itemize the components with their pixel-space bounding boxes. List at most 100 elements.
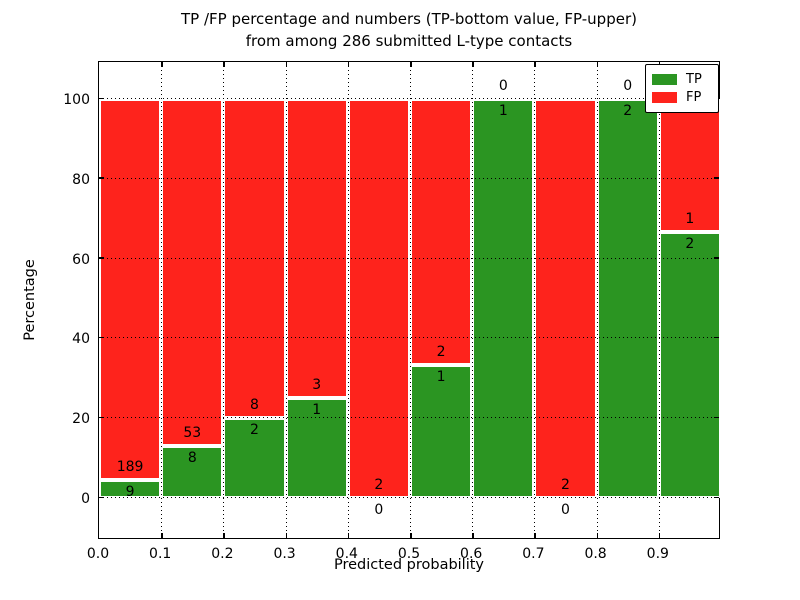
fp-bar-segment xyxy=(534,99,597,498)
x-tick-label: 0.0 xyxy=(86,546,110,562)
y-tick-label: 80 xyxy=(72,171,90,188)
chart-title: TP /FP percentage and numbers (TP-bottom… xyxy=(98,8,720,52)
v-gridline xyxy=(596,62,598,538)
v-gridline xyxy=(161,62,163,538)
fp-count-label: 3 xyxy=(312,377,322,394)
x-tick-label: 0.2 xyxy=(211,546,234,562)
y-tick-label: 100 xyxy=(63,92,90,108)
x-tick-label: 0.3 xyxy=(273,546,296,562)
tp-count-label: 9 xyxy=(125,483,135,500)
tp-legend-label: TP xyxy=(686,72,702,87)
fp-bar-segment xyxy=(99,99,162,480)
tp-count-label: 2 xyxy=(623,103,633,119)
tp-count-label: 0 xyxy=(561,502,570,518)
fp-bar-segment xyxy=(658,99,721,232)
fp-count-label: 2 xyxy=(374,477,384,493)
fp-bar-segment xyxy=(285,99,348,399)
v-gridline xyxy=(223,62,225,538)
v-gridline xyxy=(472,62,474,538)
chart-title-line2: from among 286 submitted L-type contacts xyxy=(245,32,573,50)
x-axis-label: Predicted probability xyxy=(333,557,485,573)
x-axis-tick xyxy=(161,533,163,538)
y-axis-tick xyxy=(99,336,104,339)
y-axis-tick xyxy=(714,496,719,498)
legend-item-fp: FP xyxy=(652,89,712,106)
x-axis-tick xyxy=(410,533,412,538)
x-tick-label: 0.6 xyxy=(460,546,483,562)
x-tick-label: 0.7 xyxy=(522,546,545,562)
v-gridline xyxy=(534,62,536,538)
x-axis-tick xyxy=(285,62,288,67)
fp-legend-swatch xyxy=(652,92,677,103)
x-axis-tick xyxy=(347,533,350,538)
fp-count-label: 53 xyxy=(183,424,202,441)
tp-count-label: 8 xyxy=(187,449,197,466)
x-axis-tick xyxy=(534,62,536,67)
h-gridline xyxy=(99,177,719,179)
h-gridline xyxy=(99,257,719,259)
x-axis-tick xyxy=(658,533,661,538)
x-tick-label: 0.9 xyxy=(646,546,669,562)
fp-count-label: 1 xyxy=(685,211,695,227)
x-axis-tick xyxy=(347,62,350,67)
y-tick-label: 20 xyxy=(72,411,90,428)
tp-bar-segment xyxy=(410,365,473,498)
fp-count-label: 0 xyxy=(498,78,508,94)
v-gridline xyxy=(410,62,411,538)
x-axis-tick xyxy=(534,533,536,538)
legend-item-tp: TP xyxy=(652,71,712,88)
tp-bar-segment xyxy=(99,479,162,498)
y-axis-tick xyxy=(714,257,719,259)
y-axis-tick xyxy=(714,336,719,339)
x-tick-label: 0.8 xyxy=(584,546,607,562)
y-tick-label: 40 xyxy=(72,331,90,348)
fp-bar-segment xyxy=(223,99,286,419)
tp-bar-segment xyxy=(658,232,721,498)
fp-count-label: 2 xyxy=(561,477,570,493)
v-gridline xyxy=(658,62,660,538)
x-axis-tick xyxy=(223,533,225,538)
fp-count-label: 8 xyxy=(250,397,259,414)
x-axis-tick xyxy=(161,62,163,67)
x-tick-label: 0.1 xyxy=(149,546,172,562)
v-gridline xyxy=(285,62,287,538)
tp-count-label: 2 xyxy=(250,422,259,439)
tp-bar-segment xyxy=(161,445,224,498)
fp-bar-segment xyxy=(161,99,224,446)
fp-count-label: 0 xyxy=(623,78,633,94)
tp-count-label: 2 xyxy=(685,236,695,252)
x-axis-tick xyxy=(596,62,599,67)
y-axis-tick xyxy=(714,416,719,419)
y-axis-tick xyxy=(714,177,719,179)
y-axis-tick xyxy=(99,97,104,99)
y-axis-tick xyxy=(99,177,104,179)
v-gridline xyxy=(347,62,349,538)
x-axis-tick xyxy=(223,62,225,67)
tp-bar-segment xyxy=(596,99,659,498)
fp-bar-segment xyxy=(410,99,473,365)
fp-count-label: 2 xyxy=(436,344,446,360)
x-tick-label: 0.5 xyxy=(397,546,421,562)
plot-area: 189 9 53 8 8 2 3 1 2 0 2 1 0 1 2 0 0 2 1 2 xyxy=(98,61,721,539)
tp-count-label: 1 xyxy=(498,103,508,119)
tp-count-label: 0 xyxy=(374,502,384,518)
fp-bar-segment xyxy=(347,99,410,498)
tp-bar-segment xyxy=(472,99,535,498)
y-axis-tick xyxy=(99,496,104,498)
fp-legend-label: FP xyxy=(686,90,702,105)
x-axis-tick xyxy=(410,62,412,67)
chart-title-line1: TP /FP percentage and numbers (TP-bottom… xyxy=(181,10,637,28)
legend: TP FP xyxy=(645,64,719,113)
x-axis-tick xyxy=(596,533,599,538)
x-axis-tick xyxy=(285,533,288,538)
tp-count-label: 1 xyxy=(436,369,446,385)
y-tick-label: 60 xyxy=(72,251,90,268)
tp-bar-segment xyxy=(285,398,348,498)
x-axis-tick xyxy=(472,533,474,538)
x-axis-tick xyxy=(472,62,474,67)
y-tick-label: 0 xyxy=(81,491,90,507)
tp-legend-swatch xyxy=(652,74,677,85)
y-axis-tick xyxy=(99,257,104,259)
h-gridline xyxy=(99,497,719,498)
